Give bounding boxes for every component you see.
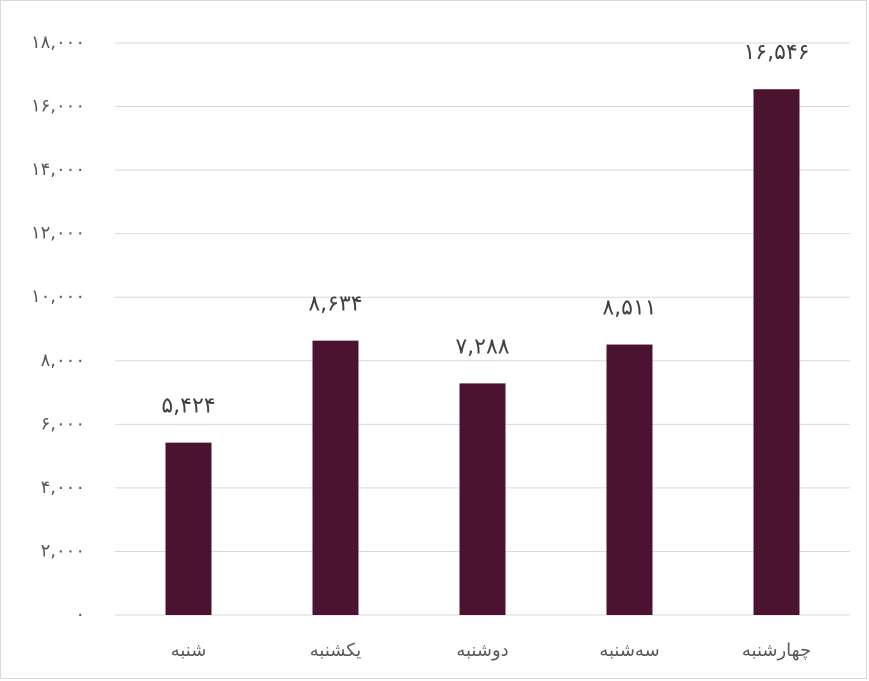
y-tick-label: ۸,۰۰۰	[41, 350, 85, 371]
y-tick-label: ۶,۰۰۰	[41, 413, 85, 434]
y-tick-label: ۱۲,۰۰۰	[31, 223, 85, 244]
y-tick-label: ۴,۰۰۰	[41, 477, 85, 498]
y-tick-label: ۱۶,۰۰۰	[31, 96, 85, 117]
x-tick-label: چهارشنبه	[742, 640, 811, 661]
y-tick-label: ۱۰,۰۰۰	[31, 286, 85, 307]
bar	[753, 89, 800, 615]
x-tick-label: سه‌شنبه	[599, 640, 659, 661]
data-label: ۷,۲۸۸	[455, 334, 509, 359]
data-label: ۸,۵۱۱	[602, 296, 656, 321]
bar	[312, 340, 359, 615]
x-tick-label: شنبه	[171, 640, 207, 661]
bar	[165, 442, 212, 615]
y-tick-label: ۲,۰۰۰	[41, 540, 85, 561]
bar	[459, 383, 506, 615]
x-tick-label: دوشنبه	[456, 640, 508, 661]
y-tick-label: ۰	[75, 604, 85, 625]
data-label: ۵,۴۲۴	[161, 394, 215, 419]
y-tick-label: ۱۴,۰۰۰	[31, 159, 85, 180]
bar	[606, 344, 653, 615]
y-tick-label: ۱۸,۰۰۰	[31, 32, 85, 53]
data-label: ۸,۶۳۴	[308, 292, 362, 317]
x-tick-label: یکشنبه	[310, 640, 362, 661]
data-label: ۱۶,۵۴۶	[743, 40, 809, 65]
